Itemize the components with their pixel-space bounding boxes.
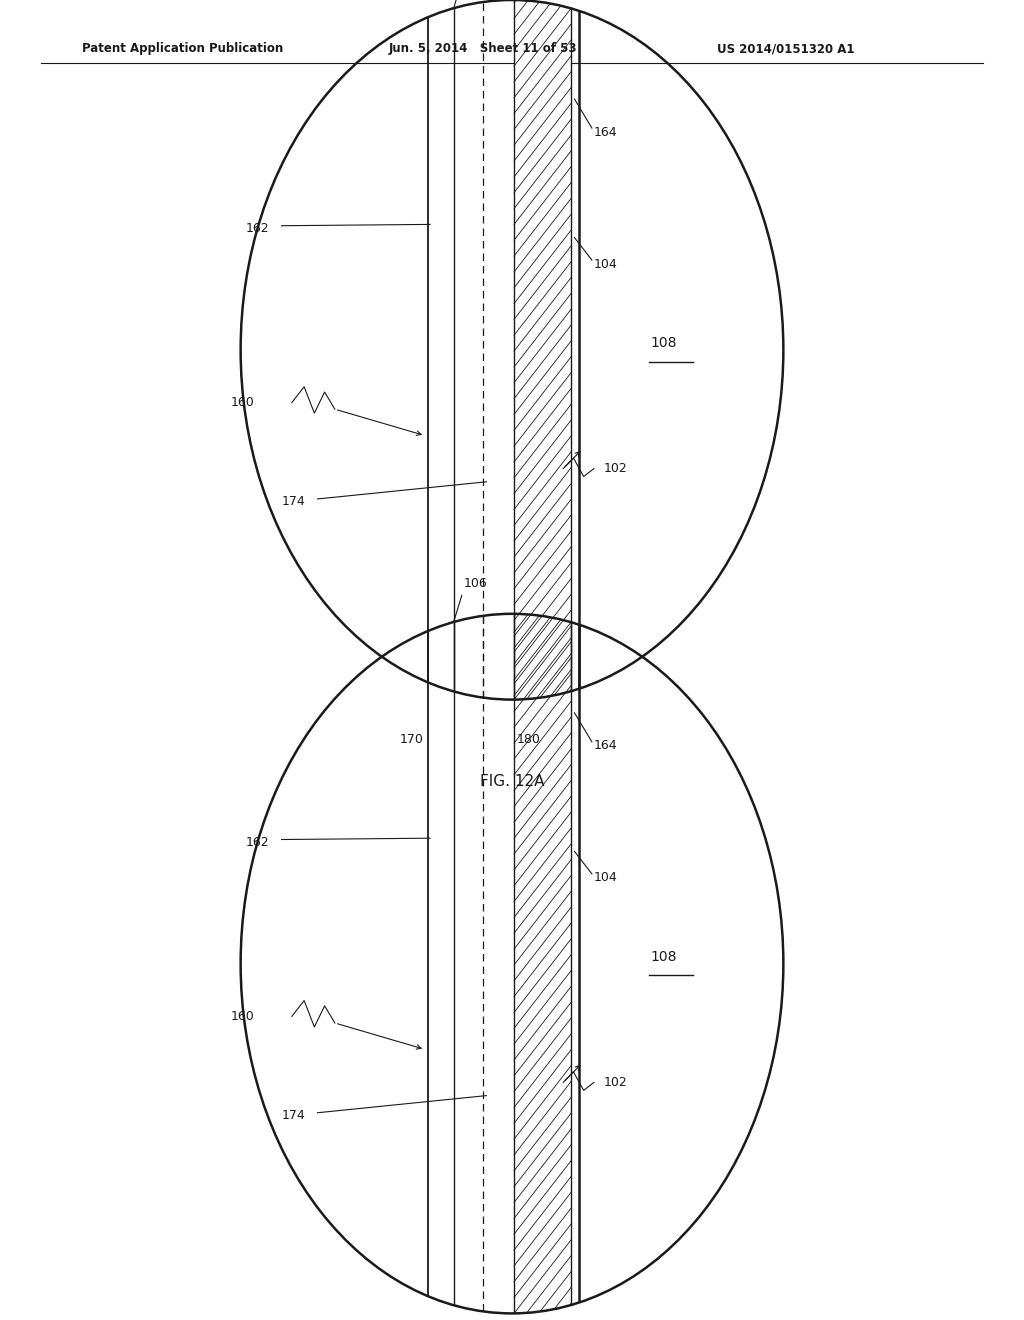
- Text: Jun. 5, 2014   Sheet 11 of 53: Jun. 5, 2014 Sheet 11 of 53: [389, 42, 578, 55]
- Text: 108: 108: [650, 950, 677, 964]
- Bar: [514, 0, 571, 713]
- Text: 160: 160: [230, 1010, 254, 1023]
- Text: 164: 164: [594, 739, 617, 752]
- Text: 162: 162: [246, 836, 269, 849]
- Text: 102: 102: [604, 462, 628, 475]
- Text: 106: 106: [464, 577, 487, 590]
- Text: Patent Application Publication: Patent Application Publication: [82, 42, 284, 55]
- Text: 162: 162: [246, 222, 269, 235]
- Text: 102: 102: [604, 1076, 628, 1089]
- Text: US 2014/0151320 A1: US 2014/0151320 A1: [717, 42, 854, 55]
- Text: 164: 164: [594, 125, 617, 139]
- Text: 174: 174: [282, 1109, 305, 1122]
- Text: FIG. 12A: FIG. 12A: [480, 774, 544, 789]
- Text: 180: 180: [517, 733, 541, 746]
- Text: 174: 174: [282, 495, 305, 508]
- Bar: [514, 601, 571, 1320]
- Text: 170: 170: [399, 733, 423, 746]
- Text: 108: 108: [650, 337, 677, 350]
- Text: 160: 160: [230, 396, 254, 409]
- Text: 104: 104: [594, 257, 617, 271]
- Text: 104: 104: [594, 871, 617, 884]
